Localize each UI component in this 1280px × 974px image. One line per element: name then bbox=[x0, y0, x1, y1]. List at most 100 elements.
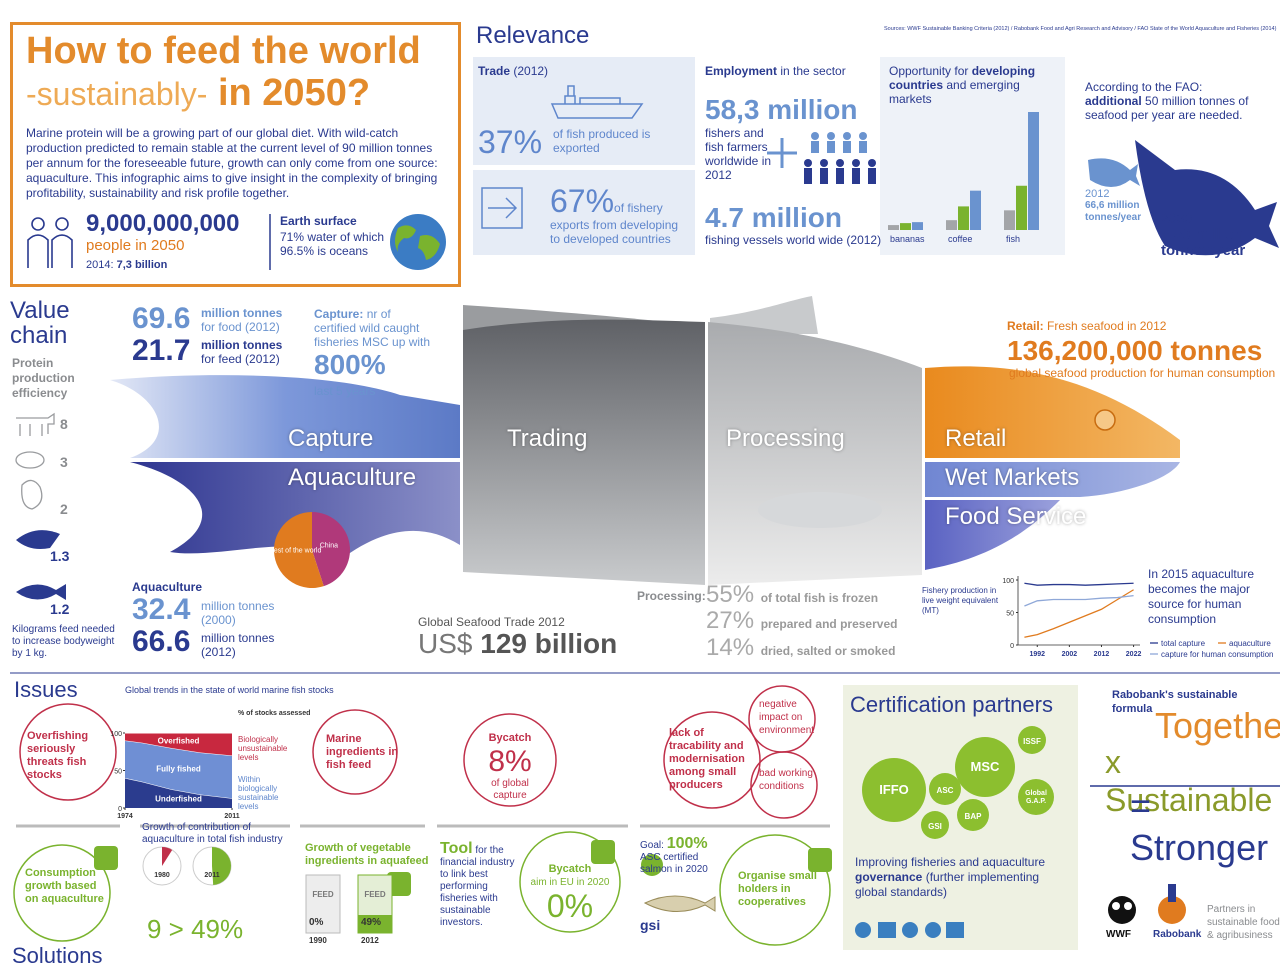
text: nr of certified wild caught fisheries MS… bbox=[314, 307, 431, 349]
gsi-logo: gsi bbox=[640, 917, 661, 933]
fish-head-wet-markets bbox=[925, 462, 1180, 497]
salmon-icon bbox=[643, 895, 716, 913]
partner: BAP bbox=[964, 812, 982, 821]
efficiency-value: 1.3 bbox=[50, 548, 70, 564]
partner: GSI bbox=[928, 822, 942, 831]
trade-label: Trade (2012) bbox=[478, 64, 548, 78]
msc-period: last 5 years bbox=[314, 384, 376, 398]
vessels-value: 4.7 million bbox=[705, 202, 842, 233]
bag-year: 1990 bbox=[309, 936, 327, 945]
partner: ISSF bbox=[1023, 737, 1041, 746]
pct: 27% bbox=[706, 607, 755, 634]
people-2014: 2014: 7,3 billion bbox=[86, 258, 167, 272]
fish-head-retail bbox=[925, 366, 1180, 458]
gears bbox=[862, 726, 1054, 839]
small-fish bbox=[1088, 158, 1140, 187]
label: Goal: bbox=[640, 840, 664, 851]
fish-body-processing bbox=[708, 322, 922, 585]
stage: Capture bbox=[288, 425, 374, 452]
label: Capture: bbox=[314, 307, 364, 321]
x-tick-label: 2002 bbox=[1062, 651, 1078, 658]
bag-label: FEED bbox=[312, 890, 334, 899]
fish-2012: 66,6 million tonnes/year bbox=[1085, 200, 1142, 223]
pie-slice bbox=[274, 512, 324, 588]
issue-value: 8% bbox=[488, 745, 532, 778]
bag-pct: 49% bbox=[361, 917, 382, 928]
issue-title: Bycatch bbox=[488, 732, 532, 744]
arrow bbox=[488, 197, 518, 219]
issue: Marine ingredients in fish feed bbox=[326, 733, 399, 771]
text: developing countries bbox=[889, 64, 1036, 92]
x-tick-label: 2022 bbox=[1126, 651, 1142, 658]
fish-tail-aquaculture bbox=[130, 462, 460, 560]
processing-row: 55% of total fish is frozen bbox=[706, 582, 878, 611]
area-fill bbox=[125, 778, 232, 808]
title-part: in 2050? bbox=[217, 72, 371, 114]
rabobank-logo bbox=[1158, 884, 1186, 924]
x-tick-label: 1992 bbox=[1029, 651, 1045, 658]
slice-label: Rest of the world bbox=[269, 548, 322, 555]
panel bbox=[473, 57, 695, 165]
unit: million tonnes bbox=[201, 338, 283, 352]
workers-icon bbox=[811, 132, 867, 153]
wwf-logo bbox=[1108, 896, 1136, 924]
unit: million tonnes (2000) bbox=[201, 599, 275, 627]
pie-label: 2011 bbox=[204, 872, 219, 879]
solution-tool: Tool for the financial industry to link … bbox=[440, 841, 522, 929]
bar bbox=[888, 225, 899, 230]
bar bbox=[900, 223, 911, 230]
text: Opportunity for bbox=[889, 64, 969, 78]
bar bbox=[1028, 112, 1039, 230]
text: According to the FAO: bbox=[1085, 80, 1203, 94]
bag-pct: 0% bbox=[309, 917, 324, 928]
label: Trade bbox=[478, 64, 511, 78]
bar bbox=[1016, 185, 1027, 230]
employment-value: 58,3 million bbox=[705, 94, 858, 125]
chart-title-box: Fishery production in live weight equiva… bbox=[922, 586, 998, 615]
bar bbox=[912, 222, 923, 230]
stage: Wet Markets bbox=[945, 464, 1080, 491]
legend-label: aquaculture bbox=[1229, 639, 1271, 648]
stage: Aquaculture bbox=[288, 464, 417, 491]
year: (2012) bbox=[513, 64, 549, 78]
wwf: WWF bbox=[1106, 929, 1131, 940]
solution-title: Bycatch bbox=[548, 863, 592, 875]
y-tick-label: 100 bbox=[1002, 578, 1014, 585]
text: Improving fisheries and aquaculture bbox=[855, 855, 1046, 869]
bar bbox=[1004, 210, 1015, 230]
efficiency-value: 2 bbox=[60, 501, 68, 517]
section-title: Relevance bbox=[476, 22, 590, 49]
area-fill bbox=[125, 733, 232, 756]
legend-label: total capture bbox=[1161, 639, 1206, 648]
annotation-box: Biologically unsustainable levels bbox=[238, 735, 287, 762]
msc-value: 800% bbox=[314, 349, 386, 380]
pie-slice bbox=[162, 847, 173, 866]
exports-text: exports from developing to developed cou… bbox=[550, 218, 679, 246]
y-tick-label: 0 bbox=[1010, 643, 1014, 650]
intro: Marine protein will be a growing part of… bbox=[26, 126, 438, 200]
issue: bad working conditions bbox=[759, 768, 813, 792]
partner: ASC bbox=[936, 786, 954, 795]
area-edge bbox=[124, 777, 233, 799]
shrimp-icon bbox=[16, 530, 60, 549]
exports-pct: 67%of fishery bbox=[550, 183, 663, 226]
fish-fin bbox=[758, 492, 882, 528]
bag-label: FEED bbox=[364, 890, 386, 899]
processing-label: Processing: bbox=[637, 589, 706, 603]
employment-text: fishers and fish farmers worldwide in 20… bbox=[705, 126, 772, 182]
partner: Global G.A.P. bbox=[1025, 790, 1047, 805]
partners: Partners in sustainable food & agribusin… bbox=[1207, 904, 1280, 941]
retail-note: global seafood production for human cons… bbox=[1009, 366, 1276, 380]
efficiency-note: Kilograms feed needed to increase bodywe… bbox=[12, 624, 115, 659]
formula-word: x Sustainable bbox=[1105, 744, 1273, 818]
fish-tail-capture bbox=[110, 375, 460, 458]
retail-label: Retail: Fresh seafood in 2012 bbox=[1007, 319, 1166, 333]
text: and emerging markets bbox=[889, 78, 1020, 106]
category-label: coffee bbox=[948, 234, 972, 244]
earth-text: 71% water of which 96.5% is oceans bbox=[280, 230, 385, 258]
fish-2030: + 50 million tonnes/year bbox=[1161, 226, 1246, 259]
msc-text: Capture: nr of certified wild caught fis… bbox=[314, 307, 436, 349]
category-label: bananas bbox=[890, 234, 925, 244]
people-icon bbox=[27, 217, 73, 268]
